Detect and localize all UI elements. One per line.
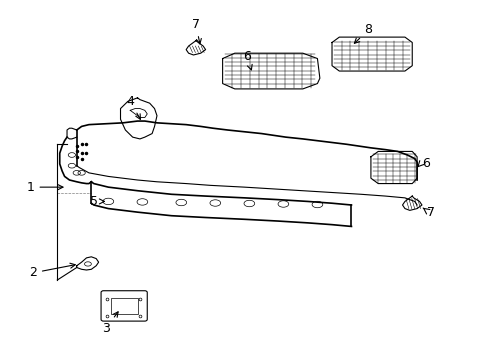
Text: 7: 7 <box>426 206 434 219</box>
Text: 2: 2 <box>29 263 75 279</box>
Text: 5: 5 <box>90 195 104 208</box>
Text: 7: 7 <box>191 18 201 44</box>
Text: 6: 6 <box>243 50 252 70</box>
Bar <box>111 298 137 314</box>
Text: 4: 4 <box>126 95 140 120</box>
Text: 3: 3 <box>102 312 118 335</box>
Text: 6: 6 <box>421 157 429 170</box>
Text: 1: 1 <box>26 181 63 194</box>
Text: 8: 8 <box>354 23 372 43</box>
